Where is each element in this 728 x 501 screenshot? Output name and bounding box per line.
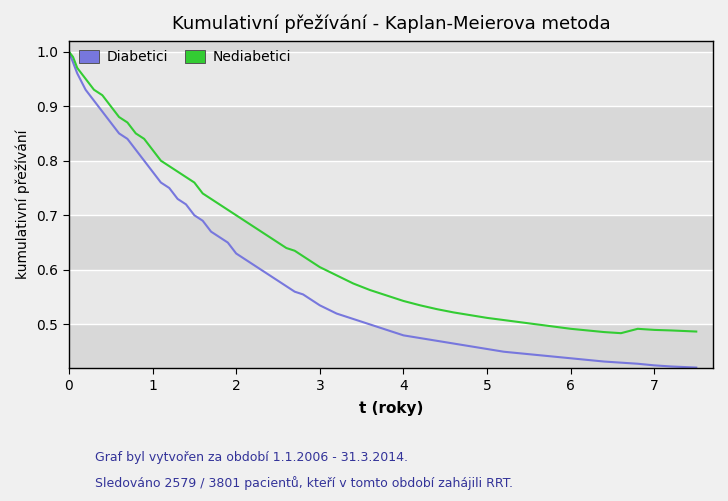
Legend: Diabetici, Nediabetici: Diabetici, Nediabetici [76,48,293,67]
X-axis label: t (roky): t (roky) [359,401,423,416]
Bar [69,52,713,106]
Bar [69,325,713,368]
Bar [69,270,713,325]
Bar [69,41,713,52]
Bar [69,215,713,270]
Bar [69,106,713,161]
Title: Kumulativní přežívání - Kaplan-Meierova metoda: Kumulativní přežívání - Kaplan-Meierova … [172,15,610,34]
Text: Sledováno 2579 / 3801 pacientů, kteří v tomto období zahájili RRT.: Sledováno 2579 / 3801 pacientů, kteří v … [95,476,513,490]
Y-axis label: kumulativní přežívání: kumulativní přežívání [15,130,30,279]
Bar [69,161,713,215]
Text: Graf byl vytvořen za období 1.1.2006 - 31.3.2014.: Graf byl vytvořen za období 1.1.2006 - 3… [95,451,408,464]
